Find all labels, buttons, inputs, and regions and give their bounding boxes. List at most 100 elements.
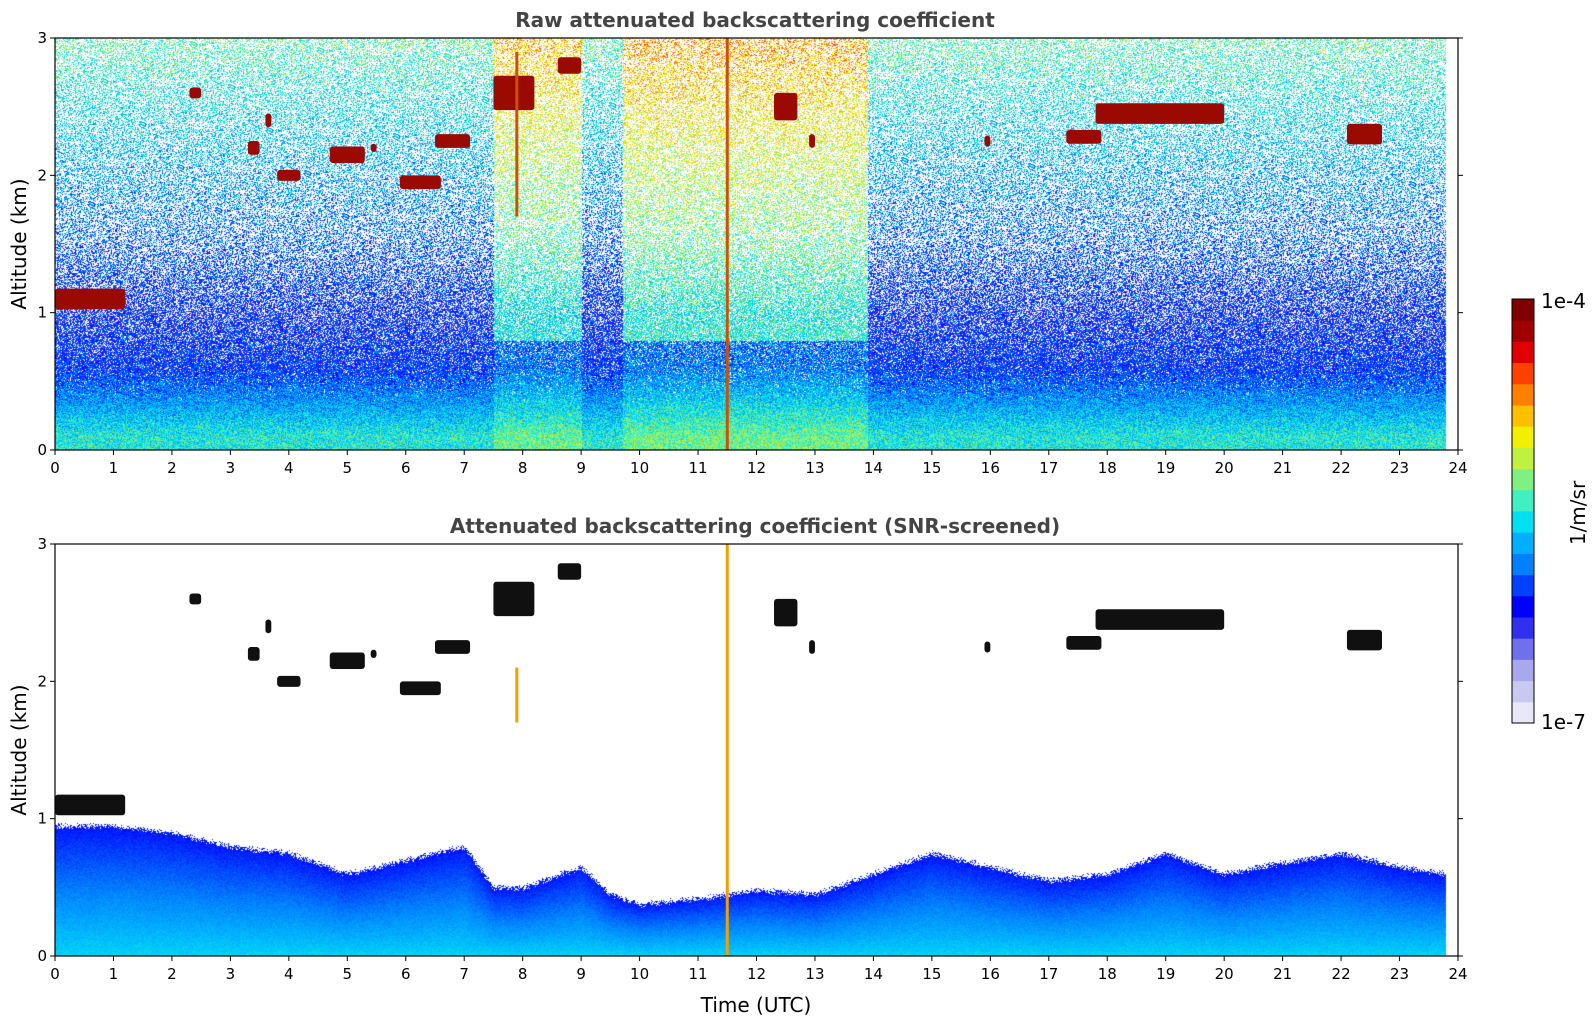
cloud-layer-3 (247, 141, 260, 155)
cloud-layer-10 (557, 563, 582, 580)
x-tick-label: 15 (922, 965, 941, 983)
panel1-title: Raw attenuated backscattering coefficien… (515, 8, 995, 32)
x-tick-label: 9 (576, 459, 586, 477)
cloud-layer-12 (809, 640, 815, 654)
x-tick-label: 23 (1390, 459, 1409, 477)
x-tick-label: 11 (688, 965, 707, 983)
cloud-layer-1 (189, 593, 202, 605)
panel2-heatmap (55, 544, 1458, 956)
x-tick-label: 17 (1039, 965, 1058, 983)
x-tick-label: 19 (1156, 459, 1175, 477)
y-tick-label: 3 (37, 29, 47, 47)
x-tick-label: 13 (805, 965, 824, 983)
colorbar-swatch (1512, 426, 1534, 448)
x-tick-label: 20 (1215, 965, 1234, 983)
colorbar-swatch (1512, 341, 1534, 364)
x-tick-label: 2 (167, 965, 177, 983)
x-tick-label: 22 (1332, 965, 1351, 983)
x-tick-label: 10 (630, 459, 649, 477)
colorbar-swatch (1512, 405, 1534, 427)
x-tick-label: 4 (284, 459, 294, 477)
cloud-layer-0 (55, 794, 126, 816)
x-tick-label: 8 (518, 965, 528, 983)
x-tick-label: 14 (864, 459, 883, 477)
x-tick-label: 16 (981, 965, 1000, 983)
cloud-layer-13 (984, 135, 991, 147)
panel1-x-axis: 0 1 2 3 4 5 6 7 8 9 10 11 12 13 14 15 16 17 18 19 20 21 22 23 24 (50, 450, 1468, 477)
x-tick-label: 19 (1156, 965, 1175, 983)
x-tick-label: 5 (343, 459, 353, 477)
cloud-layer-3 (247, 647, 260, 661)
cloud-layer-14 (1066, 636, 1102, 650)
colorbar-swatch (1512, 574, 1534, 597)
cloud-layer-9 (493, 581, 535, 617)
x-tick-label: 3 (226, 459, 236, 477)
colorbar-max-label: 1e-4 (1541, 289, 1586, 313)
x-tick-label: 0 (50, 965, 60, 983)
colorbar-swatch (1512, 680, 1534, 703)
colorbar-swatch (1512, 659, 1534, 682)
x-tick-label: 3 (226, 965, 236, 983)
cloud-layer-8 (434, 640, 471, 654)
cloud-layer-12 (809, 134, 815, 148)
panel2-title: Attenuated backscattering coefficient (S… (450, 514, 1060, 538)
cloud-layer-6 (370, 649, 377, 658)
cloud-layer-9 (493, 75, 535, 111)
x-tick-label: 9 (576, 965, 586, 983)
colorbar-min-label: 1e-7 (1541, 710, 1586, 734)
cloud-layer-16 (1346, 123, 1383, 145)
x-tick-label: 21 (1273, 459, 1292, 477)
x-tick-label: 2 (167, 459, 177, 477)
panel1-y-axis-label: Altitude (km) (7, 178, 31, 309)
y-tick-label: 0 (37, 947, 47, 965)
colorbar-swatch (1512, 595, 1534, 618)
x-tick-label: 12 (747, 965, 766, 983)
cloud-layer-8 (434, 134, 471, 148)
x-tick-label: 20 (1215, 459, 1234, 477)
heatmap-raster (55, 544, 1458, 956)
x-tick-label: 21 (1273, 965, 1292, 983)
colorbar-frame (1511, 298, 1535, 724)
cloud-layer-15 (1095, 103, 1225, 124)
panel2-y-axis: 0 1 2 3 (37, 535, 1463, 965)
cloud-layer-2 (265, 619, 272, 634)
colorbar-swatch (1512, 320, 1534, 342)
x-tick-label: 24 (1448, 965, 1467, 983)
panel2-x-axis: 0 1 2 3 4 5 6 7 8 9 10 11 12 13 14 15 16 17 18 19 20 21 22 23 24 (50, 956, 1468, 983)
colorbar-swatch (1512, 511, 1534, 533)
heatmap-raster (55, 38, 1458, 450)
colorbar-swatch (1512, 553, 1534, 576)
y-tick-label: 1 (37, 810, 47, 828)
cloud-layer-5 (329, 146, 365, 163)
cloud-layer-15 (1095, 609, 1225, 630)
x-tick-label: 23 (1390, 965, 1409, 983)
y-tick-label: 2 (37, 166, 47, 184)
x-tick-label: 14 (864, 965, 883, 983)
x-tick-label: 4 (284, 965, 294, 983)
x-tick-label: 22 (1332, 459, 1351, 477)
cloud-layer-5 (329, 652, 365, 669)
x-tick-label: 6 (401, 965, 411, 983)
colorbar-swatch (1512, 362, 1534, 385)
colorbar-swatch (1512, 299, 1534, 321)
panel1-heatmap (55, 38, 1458, 450)
colorbar-swatch (1512, 638, 1534, 660)
cloud-layer-4 (277, 169, 301, 181)
x-tick-label: 5 (343, 965, 353, 983)
x-tick-label: 18 (1098, 459, 1117, 477)
panel2-y-axis-label: Altitude (km) (7, 684, 31, 815)
y-tick-label: 1 (37, 304, 47, 322)
x-axis-label: Time (UTC) (700, 993, 812, 1017)
x-tick-label: 15 (922, 459, 941, 477)
y-tick-label: 2 (37, 672, 47, 690)
cloud-layer-1 (189, 87, 202, 99)
colorbar-unit-label: 1/m/sr (1566, 480, 1590, 545)
x-tick-label: 0 (50, 459, 60, 477)
x-tick-label: 8 (518, 459, 528, 477)
x-tick-label: 12 (747, 459, 766, 477)
cloud-layer-13 (984, 641, 991, 653)
colorbar-swatch (1512, 617, 1534, 639)
cloud-layer-4 (277, 675, 301, 687)
colorbar-swatch (1512, 532, 1534, 554)
cloud-layer-11 (774, 598, 798, 627)
